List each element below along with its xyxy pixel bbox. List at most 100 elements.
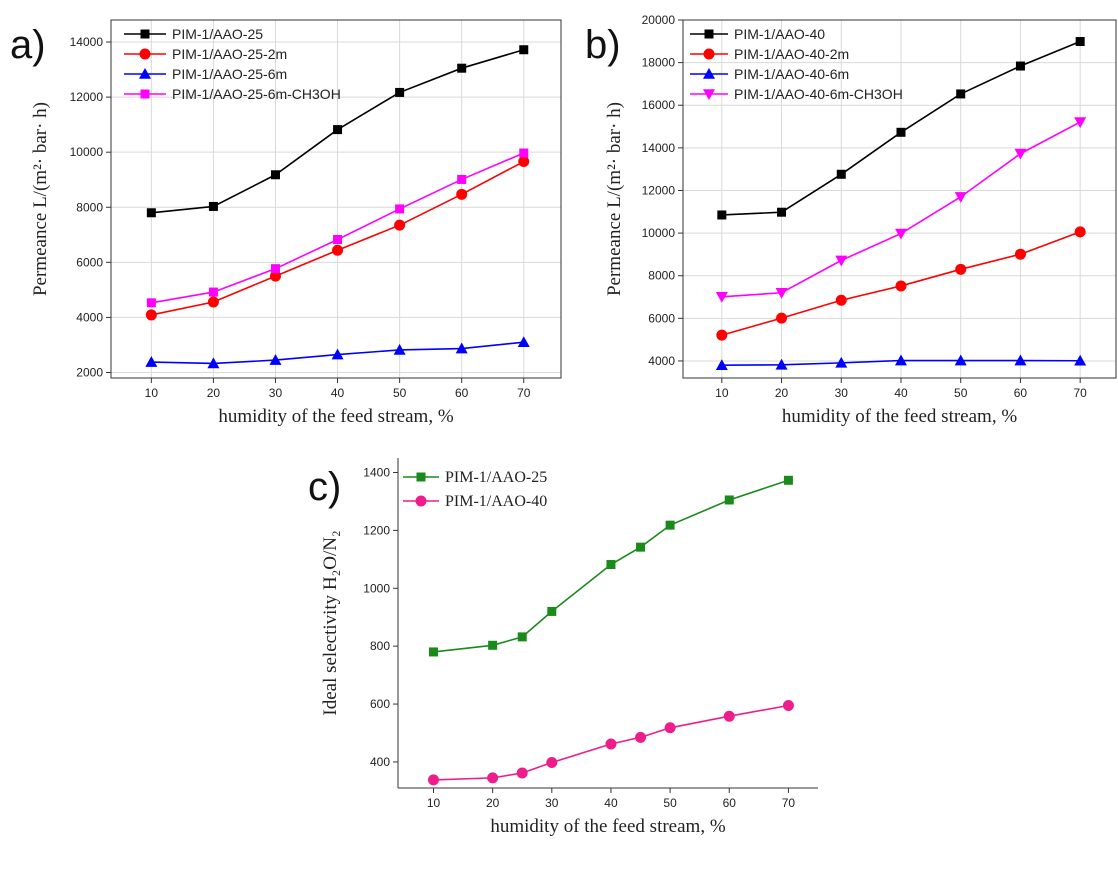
data-point: [1015, 61, 1025, 71]
x-tick-label: 70: [782, 796, 796, 810]
data-point: [775, 358, 788, 370]
legend-entry: PIM-1/AAO-40-6m: [690, 66, 849, 82]
data-point: [1014, 248, 1026, 260]
data-point: [145, 309, 157, 321]
series-PIM-1/AAO-25: [428, 475, 793, 657]
data-point: [636, 542, 646, 552]
data-point: [270, 264, 280, 274]
legend-entry: PIM-1/AAO-25-2m: [124, 46, 287, 62]
x-tick-label: 30: [269, 386, 283, 400]
series-PIM-1/AAO-40: [717, 37, 1085, 220]
x-tick-label: 60: [1014, 386, 1028, 400]
y-tick-label: 12000: [70, 90, 104, 104]
data-point: [1014, 354, 1027, 366]
y-tick-label: 8000: [648, 269, 675, 283]
y-tick-label: 800: [370, 639, 390, 653]
y-tick-label: 14000: [642, 141, 676, 155]
data-point: [457, 63, 467, 73]
y-tick-label: 10000: [70, 145, 104, 159]
legend-marker: [139, 48, 151, 60]
data-point: [835, 356, 848, 368]
legend-marker: [139, 68, 151, 79]
x-axis-title: humidity of the feed stream, %: [218, 406, 453, 427]
data-point: [517, 632, 527, 642]
data-point: [1074, 226, 1086, 238]
data-point: [546, 757, 558, 769]
series-PIM-1/AAO-40: [427, 700, 794, 786]
y-tick-label: 6000: [648, 311, 675, 325]
data-point: [146, 208, 156, 218]
panel-letter: a): [10, 23, 46, 67]
data-point: [896, 127, 906, 137]
legend-entry: PIM-1/AAO-25-6m: [124, 66, 287, 82]
data-point: [519, 148, 529, 158]
x-tick-label: 40: [894, 386, 908, 400]
legend-entry: PIM-1/AAO-25: [124, 26, 263, 42]
x-tick-label: 40: [331, 386, 345, 400]
data-point: [1075, 37, 1085, 47]
x-tick-label: 70: [517, 386, 531, 400]
data-point: [456, 188, 468, 200]
data-point: [716, 329, 728, 341]
legend-entry: PIM-1/AAO-40-2m: [690, 46, 849, 62]
data-point: [269, 270, 281, 282]
x-tick-label: 20: [486, 796, 500, 810]
legend-label: PIM-1/AAO-40-6m: [734, 66, 849, 82]
y-tick-label: 1000: [363, 581, 390, 595]
x-tick-label: 10: [145, 386, 159, 400]
y-tick-label: 20000: [642, 13, 676, 27]
legend-entry: PIM-1/AAO-40: [403, 493, 547, 510]
y-tick-label: 18000: [642, 56, 676, 70]
data-point: [455, 342, 468, 354]
data-point: [715, 292, 728, 303]
y-tick-label: 4000: [648, 354, 675, 368]
data-point: [605, 738, 617, 750]
x-tick-label: 40: [604, 796, 618, 810]
data-point: [836, 169, 846, 179]
data-point: [547, 606, 557, 616]
legend-label: PIM-1/AAO-40: [734, 26, 825, 42]
panel-c: 10 20 30 40 50 60 70 400 600 800 1000 1200 1400 humid…: [308, 458, 818, 837]
y-tick-label: 10000: [642, 226, 676, 240]
y-tick-label: 2000: [76, 365, 103, 379]
y-tick-label: 1400: [363, 465, 390, 479]
x-tick-label: 30: [545, 796, 559, 810]
data-point: [635, 731, 647, 743]
data-point: [332, 244, 344, 256]
x-axis-title: humidity of the feed stream, %: [782, 406, 1017, 427]
x-tick-label: 50: [954, 386, 968, 400]
data-point: [333, 125, 343, 135]
data-point: [1074, 117, 1087, 129]
data-point: [395, 204, 405, 214]
data-point: [208, 201, 218, 211]
data-point: [519, 45, 529, 55]
data-point: [717, 210, 727, 220]
data-point: [488, 640, 498, 650]
data-point: [145, 356, 158, 367]
y-tick-label: 600: [370, 697, 390, 711]
y-tick-label: 16000: [642, 98, 676, 112]
data-point: [208, 287, 218, 297]
data-point: [895, 280, 907, 292]
data-point: [427, 774, 439, 786]
series-PIM-1/AAO-25-6m: [145, 336, 530, 369]
legend-label: PIM-1/AAO-25-6m-CH3OH: [172, 86, 341, 102]
data-point: [954, 354, 967, 366]
data-point: [956, 89, 966, 99]
data-point: [146, 298, 156, 308]
series-PIM-1/AAO-25-2m: [145, 156, 530, 321]
legend-entry: PIM-1/AAO-40-6m-CH3OH: [690, 86, 903, 102]
data-point: [207, 296, 219, 308]
data-point: [835, 294, 847, 306]
legend-label: PIM-1/AAO-40: [445, 493, 547, 510]
series-PIM-1/AAO-40-6m: [715, 354, 1087, 371]
data-point: [207, 357, 220, 369]
legend-label: PIM-1/AAO-25-6m: [172, 66, 287, 82]
y-tick-label: 4000: [76, 310, 103, 324]
legend-entry: PIM-1/AAO-40: [690, 26, 825, 42]
legend-marker: [704, 29, 714, 39]
data-point: [954, 192, 967, 203]
y-axis-title: Permeance L/(m²· bar· h): [30, 102, 51, 296]
legend-label: PIM-1/AAO-40-2m: [734, 46, 849, 62]
